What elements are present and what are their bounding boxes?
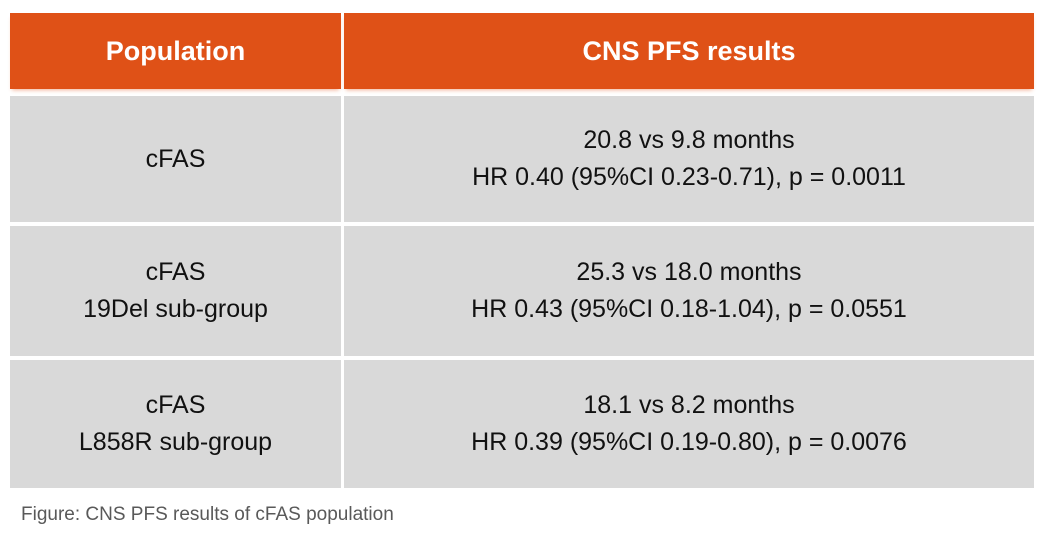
result-hr-line: HR 0.40 (95%CI 0.23-0.71), p = 0.0011 [472,163,906,191]
table-row: cFAS 19Del sub-group 25.3 vs 18.0 months… [10,226,1034,356]
results-cell: 20.8 vs 9.8 months HR 0.40 (95%CI 0.23-0… [344,96,1034,222]
population-line: cFAS [145,258,206,286]
results-cell: 18.1 vs 8.2 months HR 0.39 (95%CI 0.19-0… [344,360,1034,488]
figure-caption: Figure: CNS PFS results of cFAS populati… [21,504,394,525]
table-header-row: Population CNS PFS results [10,13,1034,89]
header-cell-population: Population [10,13,341,89]
table-row: cFAS 20.8 vs 9.8 months HR 0.40 (95%CI 0… [10,96,1034,222]
population-line: cFAS [145,144,206,173]
population-subgroup-line: L858R sub-group [78,428,273,456]
cns-pfs-results-table: Population CNS PFS results cFAS 20.8 vs … [10,13,1034,488]
table-row: cFAS L858R sub-group 18.1 vs 8.2 months … [10,360,1034,488]
result-months-line: 18.1 vs 8.2 months [583,391,795,419]
population-line: cFAS [145,391,206,419]
result-months-line: 20.8 vs 9.8 months [583,126,795,154]
result-months-line: 25.3 vs 18.0 months [576,258,802,286]
result-hr-line: HR 0.39 (95%CI 0.19-0.80), p = 0.0076 [471,428,907,456]
population-cell: cFAS L858R sub-group [10,360,341,488]
population-cell: cFAS 19Del sub-group [10,226,341,356]
header-cell-cns-pfs-results: CNS PFS results [344,13,1034,89]
population-cell: cFAS [10,96,341,222]
population-subgroup-line: 19Del sub-group [83,295,268,323]
results-cell: 25.3 vs 18.0 months HR 0.43 (95%CI 0.18-… [344,226,1034,356]
result-hr-line: HR 0.43 (95%CI 0.18-1.04), p = 0.0551 [471,295,907,323]
